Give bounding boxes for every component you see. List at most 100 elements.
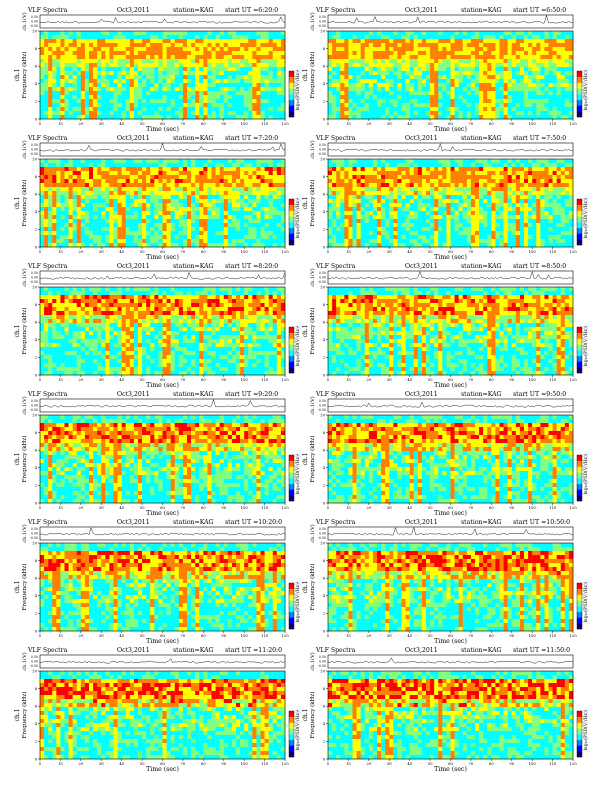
spectrogram-cell xyxy=(462,167,468,172)
spectrogram-cell xyxy=(60,231,65,236)
spectrogram-cell xyxy=(121,111,126,116)
spectrogram-cell xyxy=(475,207,480,212)
spectrogram-cell xyxy=(191,175,196,180)
spectrogram-cell xyxy=(142,59,147,64)
spectrogram-cell xyxy=(93,187,98,192)
spectrogram-cell xyxy=(438,163,443,168)
spectrogram-cell xyxy=(528,99,533,104)
spectrogram-cell xyxy=(178,111,184,116)
spectrogram-cell xyxy=(142,231,147,236)
spectrogram-cell xyxy=(248,59,253,64)
spectrogram-cell xyxy=(556,35,561,40)
spectrogram-cell xyxy=(344,31,349,36)
spectrogram-cell xyxy=(166,159,171,164)
spectrogram-cell xyxy=(240,39,245,44)
spectrogram-cell xyxy=(174,207,180,212)
spectrogram-cell xyxy=(248,175,253,180)
spectrogram-cell xyxy=(44,91,49,96)
spectrogram-cell xyxy=(113,43,118,48)
spectrogram-cell xyxy=(372,187,378,192)
spectrogram-cell xyxy=(121,35,126,40)
spectrogram-cell xyxy=(117,99,122,104)
spectrogram-cell xyxy=(76,87,82,92)
spectrogram-cell xyxy=(280,55,286,60)
spectrogram-cell xyxy=(101,79,106,84)
spectrogram-cell xyxy=(60,235,65,240)
spectrogram-cell xyxy=(56,75,61,80)
spectrogram-cell xyxy=(466,231,472,236)
spectrogram-cell xyxy=(178,83,184,88)
spectrogram-cell xyxy=(405,239,410,244)
spectrogram-cell xyxy=(544,107,549,112)
spectrogram-cell xyxy=(368,83,374,88)
spectrogram-cell xyxy=(405,199,410,204)
spectrogram-cell xyxy=(430,215,435,220)
spectrogram-cell xyxy=(195,239,200,244)
spectrogram-cell xyxy=(76,95,82,100)
spectrogram-cell xyxy=(495,71,500,76)
spectrogram-cell xyxy=(272,227,278,232)
spectrogram-cell xyxy=(536,83,541,88)
spectrogram-cell xyxy=(252,75,257,80)
spectrogram-cell xyxy=(340,99,345,104)
spectrogram-cell xyxy=(56,63,61,68)
time-axis-label: Time (sec) xyxy=(146,126,179,133)
spectrogram-cell xyxy=(409,59,414,64)
spectrogram-cell xyxy=(364,63,370,68)
spectrogram-cell xyxy=(340,91,345,96)
spectrogram-cell xyxy=(203,243,208,248)
spectrogram-cell xyxy=(446,235,451,240)
spectrogram-cell xyxy=(231,111,237,116)
spectrogram-cell xyxy=(76,39,82,44)
spectrogram-cell xyxy=(434,227,439,232)
spectrogram-cell xyxy=(260,187,265,192)
spectrogram-cell xyxy=(491,51,496,56)
panel-date: Oct3,2011 xyxy=(405,135,438,142)
spectrogram-cell xyxy=(264,39,269,44)
spectrogram-cell xyxy=(142,215,147,220)
spectrogram-cell xyxy=(280,239,286,244)
spectrogram-cell xyxy=(364,199,370,204)
spectrogram-cell xyxy=(426,171,431,176)
colorbar-frame xyxy=(288,198,295,246)
spectrogram-cell xyxy=(84,59,90,64)
spectrogram-cell xyxy=(170,215,175,220)
time-tick-label: 120 xyxy=(281,121,289,126)
spectrogram-cell xyxy=(450,99,455,104)
spectrogram-cell xyxy=(344,203,349,208)
spectrogram-cell xyxy=(264,75,269,80)
spectrogram-cell xyxy=(60,167,65,172)
spectrogram-cell xyxy=(89,75,94,80)
spectrogram-cell xyxy=(430,87,435,92)
spectrogram-cell xyxy=(199,207,204,212)
spectrogram-cell xyxy=(199,215,204,220)
spectrogram-cell xyxy=(146,175,151,180)
spectrogram-cell xyxy=(548,55,553,60)
spectrogram-cell xyxy=(495,47,500,52)
spectrogram-cell xyxy=(417,175,423,180)
spectrogram-cell xyxy=(199,163,204,168)
spectrogram-cell xyxy=(336,235,341,240)
spectrogram-cell xyxy=(117,79,122,84)
spectrogram-cell xyxy=(519,95,525,100)
spectrogram-cell xyxy=(356,91,361,96)
spectrogram-cell xyxy=(430,115,435,120)
spectrogram-cell xyxy=(84,223,90,228)
spectrogram-cell xyxy=(564,55,570,60)
spectrogram-cell xyxy=(397,103,402,108)
spectrogram-cell xyxy=(344,71,349,76)
spectrogram-cell xyxy=(499,35,504,40)
spectrogram-cell xyxy=(417,59,423,64)
spectrogram-cell xyxy=(438,59,443,64)
spectrogram-cell xyxy=(52,103,57,108)
spectrogram-cell xyxy=(195,159,200,164)
spectrogram-cell xyxy=(389,95,394,100)
spectrogram-cell xyxy=(191,115,196,120)
spectrogram-cell xyxy=(182,51,188,56)
spectrogram-cell xyxy=(64,211,69,216)
trace-tick-label: 0.00 xyxy=(319,148,326,152)
spectrogram-cell xyxy=(385,83,390,88)
spectrogram-cell xyxy=(336,191,341,196)
spectrogram-cell xyxy=(276,163,282,168)
spectrogram-cell xyxy=(438,91,443,96)
